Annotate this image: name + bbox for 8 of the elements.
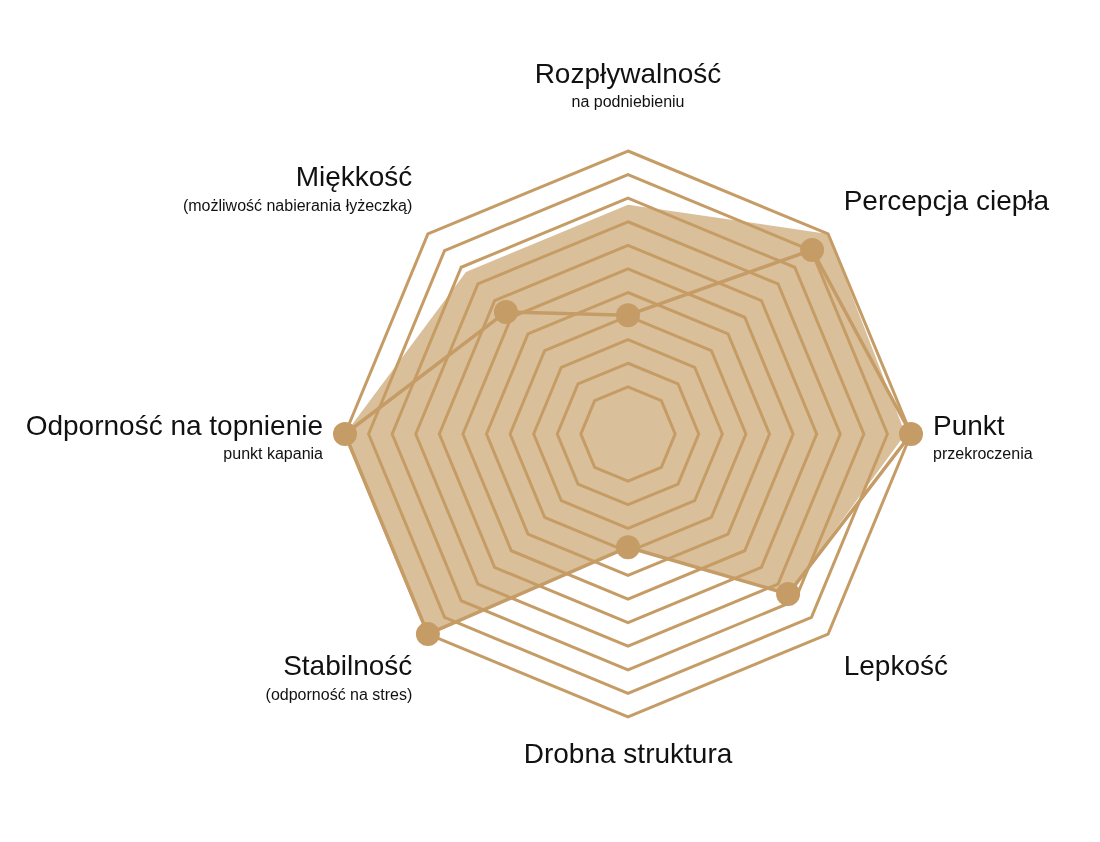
spoke-label: Miękkość (możliwość nabierania łyżeczką) [182,161,413,214]
spoke-label: Percepcja ciepła [843,185,1050,217]
spoke-label: Drobna struktura [523,737,733,769]
spoke-label: Odporność na topnienie punkt kapania [25,409,324,463]
spoke-label: Punkt przekroczenia [933,409,1033,463]
spoke-label: Stabilność (odporność na stres) [265,650,413,704]
spoke-label: Lepkość [843,650,948,682]
spoke-label: Rozpływalność na podniebieniu [534,57,722,111]
